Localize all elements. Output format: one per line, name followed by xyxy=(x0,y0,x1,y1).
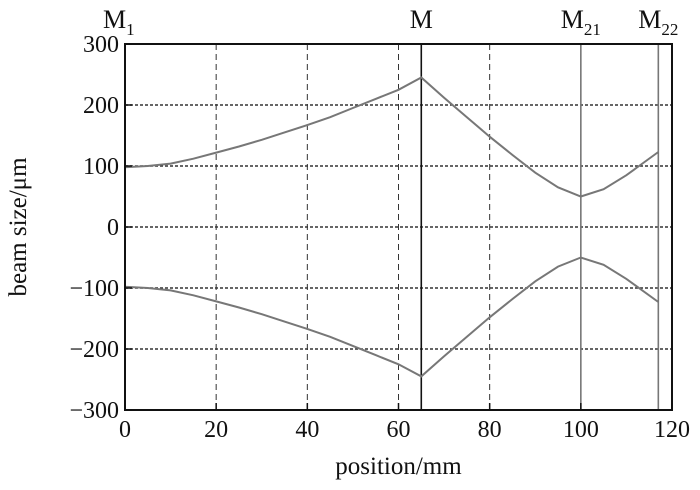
y-tick-label: −300 xyxy=(69,398,119,424)
mirror-lines xyxy=(420,44,660,410)
y-tick-label: −200 xyxy=(69,337,119,363)
x-tick-label: 40 xyxy=(295,417,319,443)
x-tick-label: 20 xyxy=(204,417,228,443)
y-tick-label: −100 xyxy=(69,276,119,302)
mirror-label: M21 xyxy=(561,5,601,39)
x-tick-label: 80 xyxy=(478,417,502,443)
x-tick-label: 120 xyxy=(654,417,690,443)
y-axis-label: beam size/μm xyxy=(5,157,32,297)
y-tick-label: 200 xyxy=(83,93,119,119)
y-tick-label: 100 xyxy=(83,154,119,180)
y-tick-label: 0 xyxy=(107,215,119,241)
y-tick-label: 300 xyxy=(83,32,119,58)
axis-ticks: 0 20 40 60 80 100 120 300 200 100 0 −100 −200 −300 M1 M… xyxy=(69,5,690,443)
x-tick-label: 60 xyxy=(387,417,411,443)
x-axis-label: position/mm xyxy=(335,453,462,480)
x-tick-label: 0 xyxy=(119,417,131,443)
grid-lines xyxy=(125,44,672,410)
series-lines xyxy=(124,76,659,378)
mirror-label: M1 xyxy=(103,5,135,39)
lower-beam-envelope xyxy=(124,256,659,378)
mirror-label: M22 xyxy=(638,5,678,39)
mirror-label: M xyxy=(410,5,433,34)
x-tick-label: 100 xyxy=(563,417,599,443)
upper-beam-envelope xyxy=(124,76,659,198)
